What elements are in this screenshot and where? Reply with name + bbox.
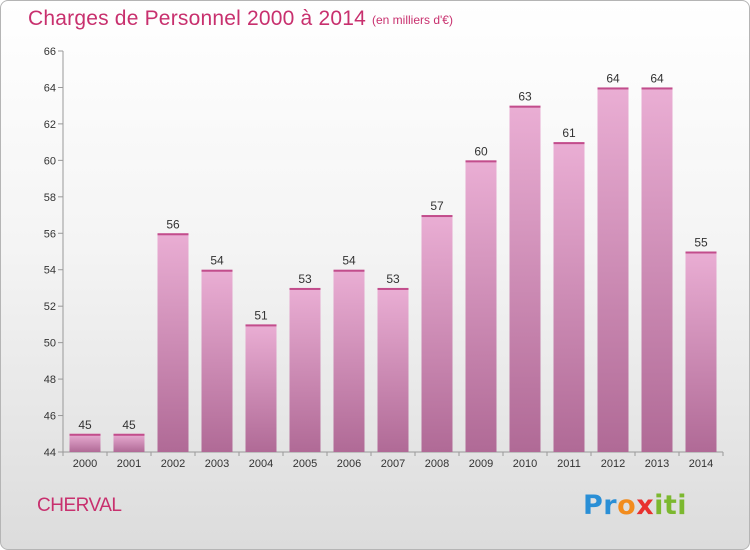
bar-value-label: 55 bbox=[694, 236, 708, 250]
bar-value-label: 53 bbox=[298, 272, 312, 286]
bar-cap bbox=[509, 105, 541, 108]
logo-letter: r bbox=[603, 490, 618, 521]
bar bbox=[509, 105, 541, 452]
bar bbox=[641, 87, 673, 453]
bar-cap bbox=[421, 215, 453, 218]
bar bbox=[597, 87, 629, 453]
y-tick-label: 62 bbox=[44, 119, 56, 131]
y-tick-label: 44 bbox=[44, 447, 56, 459]
bar-value-label: 53 bbox=[386, 272, 400, 286]
bar bbox=[553, 142, 585, 453]
x-tick-label: 2013 bbox=[645, 458, 669, 470]
y-tick-label: 50 bbox=[44, 338, 56, 350]
x-tick-label: 2012 bbox=[601, 458, 625, 470]
bar-cap bbox=[245, 324, 277, 327]
bar bbox=[377, 287, 409, 452]
x-tick-label: 2003 bbox=[205, 458, 229, 470]
bar-cap bbox=[157, 233, 189, 236]
bar-cap bbox=[69, 433, 101, 436]
chart-subtitle: (en milliers d'€) bbox=[372, 13, 453, 27]
bar-value-label: 54 bbox=[210, 254, 224, 268]
chart-bars bbox=[69, 87, 717, 453]
bar-value-label: 54 bbox=[342, 254, 356, 268]
x-tick-label: 2000 bbox=[73, 458, 97, 470]
x-tick-label: 2011 bbox=[557, 458, 581, 470]
x-tick-label: 2008 bbox=[425, 458, 449, 470]
logo-letter: o bbox=[617, 490, 637, 521]
bar-value-label: 56 bbox=[166, 217, 180, 231]
x-tick-label: 2009 bbox=[469, 458, 493, 470]
bar-value-label: 64 bbox=[606, 71, 620, 85]
x-tick-label: 2006 bbox=[337, 458, 361, 470]
bar bbox=[201, 269, 233, 452]
x-tick-label: 2002 bbox=[161, 458, 185, 470]
proxiti-logo: Proxiti bbox=[583, 490, 687, 521]
logo-letter: x bbox=[636, 490, 655, 521]
x-tick-label: 2010 bbox=[513, 458, 537, 470]
logo-letter: i bbox=[677, 490, 688, 521]
x-tick-label: 2005 bbox=[293, 458, 317, 470]
bar bbox=[685, 251, 717, 452]
bar bbox=[421, 215, 453, 452]
x-tick-label: 2014 bbox=[689, 458, 713, 470]
bar-cap bbox=[553, 142, 585, 145]
bar-cap bbox=[465, 160, 497, 163]
y-tick-label: 60 bbox=[44, 155, 56, 167]
bar-value-label: 63 bbox=[518, 90, 532, 104]
chart-value-labels: 45 45 56 54 51 53 54 53 57 60 63 61 64 64 55 bbox=[78, 71, 708, 431]
bar-cap bbox=[685, 251, 717, 254]
y-tick-label: 54 bbox=[44, 265, 56, 277]
y-tick-label: 66 bbox=[44, 46, 56, 58]
y-tick-label: 52 bbox=[44, 301, 56, 313]
bar bbox=[157, 233, 189, 452]
bar-cap bbox=[597, 87, 629, 90]
y-tick-label: 48 bbox=[44, 374, 56, 386]
commune-name: CHERVAL bbox=[37, 495, 122, 516]
bar bbox=[113, 433, 145, 452]
bar bbox=[465, 160, 497, 452]
y-tick-label: 56 bbox=[44, 228, 56, 240]
logo-letter: i bbox=[654, 490, 664, 521]
y-tick-label: 58 bbox=[44, 192, 56, 204]
x-tick-label: 2001 bbox=[117, 458, 141, 470]
x-tick-label: 2004 bbox=[249, 458, 273, 470]
bar bbox=[333, 269, 365, 452]
bar-cap bbox=[641, 87, 673, 90]
x-tick-label: 2007 bbox=[381, 458, 405, 470]
bar-cap bbox=[377, 287, 409, 290]
bar bbox=[289, 287, 321, 452]
bar-cap bbox=[113, 433, 145, 436]
logo-letter: t bbox=[663, 490, 678, 521]
bar-cap bbox=[333, 269, 365, 272]
bar-value-label: 45 bbox=[78, 418, 92, 432]
bar-cap bbox=[201, 269, 233, 272]
bar-value-label: 57 bbox=[430, 199, 444, 213]
bar bbox=[245, 324, 277, 452]
bar-value-label: 60 bbox=[474, 144, 488, 158]
y-tick-label: 64 bbox=[44, 82, 56, 94]
bar-value-label: 45 bbox=[122, 418, 136, 432]
bar-value-label: 64 bbox=[650, 71, 664, 85]
chart-title: Charges de Personnel 2000 à 2014 bbox=[28, 7, 366, 30]
bar-value-label: 61 bbox=[562, 126, 576, 140]
logo-letter: P bbox=[583, 490, 604, 521]
y-tick-label: 46 bbox=[44, 411, 56, 423]
bar bbox=[69, 433, 101, 452]
bar-cap bbox=[289, 287, 321, 290]
bar-value-label: 51 bbox=[254, 308, 268, 322]
